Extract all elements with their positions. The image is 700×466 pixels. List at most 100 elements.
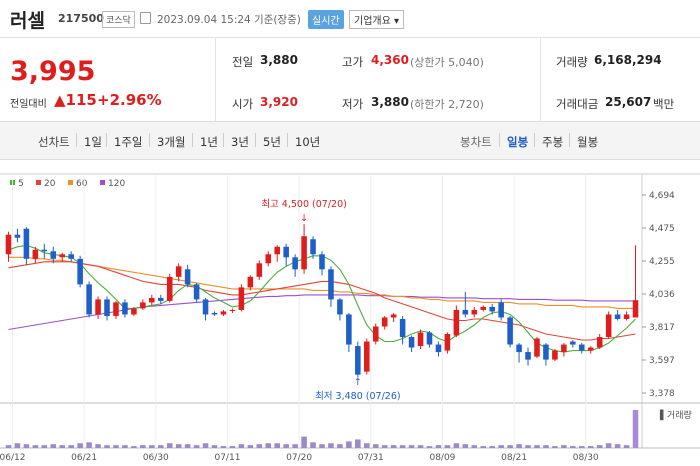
- candle-daily[interactable]: 일봉: [507, 135, 529, 149]
- separator: [287, 133, 288, 147]
- volume-bar: [5, 445, 12, 448]
- volume-bar: [346, 441, 352, 448]
- quote-panel: 3,995 전일대비 ▲115 +2.96% 전일 3,880 고가 4,360…: [0, 38, 700, 122]
- volume-bar: [570, 446, 576, 448]
- volume-bar: [292, 444, 298, 448]
- low-value: 3,880: [371, 95, 409, 109]
- volume-bar: [193, 445, 200, 448]
- x-tick-label: 06/30: [143, 453, 169, 463]
- volume-bar: [623, 445, 630, 448]
- candle-body: [444, 334, 451, 351]
- candle-body: [283, 246, 289, 258]
- candle-body: [265, 254, 272, 264]
- volume-bar: [122, 445, 128, 448]
- candle-chart-label: 봉차트: [460, 135, 492, 149]
- volume-label: 거래량: [556, 55, 588, 69]
- volume-bar: [328, 443, 334, 448]
- volume-bar: [552, 446, 558, 448]
- candle-monthly[interactable]: 월봉: [577, 135, 599, 149]
- volume-bar: [507, 445, 513, 448]
- candle-body: [149, 297, 155, 303]
- volume-bar: [310, 442, 316, 448]
- volume-bar: [157, 445, 164, 448]
- current-price: 3,995: [10, 56, 96, 87]
- up-triangle-icon: ▲: [54, 91, 66, 109]
- x-tick-label: 06/21: [71, 453, 97, 463]
- candle-body: [86, 284, 92, 315]
- volume-bar: [632, 410, 639, 448]
- volume-bar: [68, 445, 74, 448]
- period-1w[interactable]: 1주일: [114, 135, 143, 149]
- candle-body: [632, 300, 639, 318]
- volume-bars: ▌거래량: [5, 409, 692, 448]
- ma120-line: [8, 294, 636, 331]
- market-badge: 코스닥: [102, 11, 135, 28]
- volume-bar: [364, 443, 370, 448]
- period-1y[interactable]: 1년: [200, 135, 218, 149]
- volume-bar: [337, 444, 343, 448]
- candle-body: [408, 337, 415, 348]
- period-1d[interactable]: 1일: [84, 135, 102, 149]
- volume-bar: [534, 445, 540, 448]
- separator: [255, 133, 256, 147]
- high-label: 고가: [342, 55, 364, 69]
- volume-bar: [372, 444, 379, 448]
- divider: [540, 38, 541, 122]
- candle-body: [211, 312, 218, 315]
- candle-body: [50, 251, 57, 259]
- volume-bar: [229, 446, 236, 448]
- period-10y[interactable]: 10년: [295, 135, 321, 149]
- separator: [499, 133, 500, 147]
- candle-body: [23, 228, 30, 259]
- company-info-dropdown[interactable]: 기업개요 ▾: [349, 10, 404, 29]
- volume-bar: [516, 444, 522, 448]
- volume-bar: [435, 445, 442, 448]
- volume-bar: [202, 443, 209, 448]
- candle-body: [247, 276, 254, 288]
- candle-body: [399, 318, 406, 338]
- period-3m[interactable]: 3개월: [157, 135, 186, 149]
- x-axis-ticks: 06/12 06/21 06/30 07/11 07/20 07/31 08/09 08/21…: [0, 453, 599, 463]
- volume-bar: [211, 445, 218, 448]
- realtime-button[interactable]: 실시간: [308, 10, 344, 29]
- candle-body: [587, 347, 594, 351]
- volume-bar: [86, 442, 92, 448]
- prev-close-label: 전일: [232, 55, 254, 69]
- separator: [106, 133, 107, 147]
- candle-body: [77, 258, 83, 285]
- volume-bar: [561, 445, 567, 448]
- candle-body: [292, 257, 298, 270]
- candle-body: [381, 317, 388, 327]
- candlestick-chart[interactable]: 5 20 60 120 ▌거래량 4,694 4,475 4,255 4,036 3,817 3…: [0, 160, 700, 466]
- candle-body: [256, 263, 263, 277]
- candle-body: [184, 269, 191, 285]
- chart-toolbar: 선차트 1일 1주일 3개월 1년 3년 5년 10년 봉차트 일봉 주봉 월봉: [0, 122, 700, 160]
- volume-bar: [175, 444, 182, 448]
- volume-bar: [355, 439, 361, 448]
- volume-bar: [462, 444, 469, 448]
- y-tick-label: 3,597: [649, 356, 675, 366]
- candle-body: [95, 299, 101, 315]
- volume-bar: [14, 443, 21, 448]
- volume-bar: [543, 445, 549, 448]
- candle-body: [193, 284, 200, 300]
- volume-bar: [220, 446, 227, 448]
- volume-bar: [408, 445, 415, 448]
- volume-bar: [32, 445, 39, 448]
- candles: [5, 224, 639, 378]
- volume-bar: [444, 445, 451, 448]
- x-tick-label: 07/31: [358, 453, 384, 463]
- volume-bar: [480, 446, 487, 448]
- volume-bar: [95, 444, 101, 448]
- candle-body: [229, 309, 236, 311]
- annotations: 최고 4,500 (07/20) ↓ ↑ 최저 3,480 (07/26): [261, 199, 400, 402]
- change-label: 전일대비: [10, 99, 47, 110]
- candle-weekly[interactable]: 주봉: [542, 135, 564, 149]
- period-3y[interactable]: 3년: [231, 135, 249, 149]
- volume-bar: [50, 444, 57, 448]
- candle-body: [364, 341, 370, 372]
- volume-bar: [113, 445, 119, 448]
- volume-bar: [247, 445, 254, 448]
- period-5y[interactable]: 5년: [263, 135, 281, 149]
- candle-body: [516, 344, 522, 353]
